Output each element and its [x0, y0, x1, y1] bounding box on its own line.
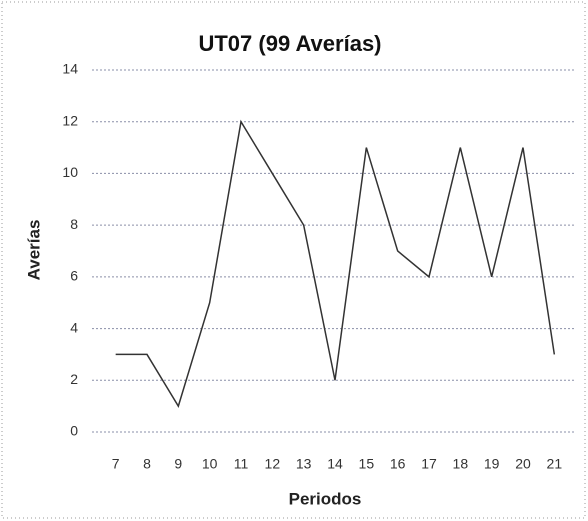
x-tick-label: 13: [296, 456, 312, 472]
x-tick-label: 8: [143, 456, 151, 472]
x-tick-label: 7: [112, 456, 120, 472]
y-tick-label: 0: [70, 423, 78, 439]
y-tick-label: 12: [62, 112, 78, 128]
data-line: [115, 119, 556, 408]
x-tick-label: 10: [202, 456, 218, 472]
x-tick-label: 15: [359, 456, 375, 472]
x-tick-label: 9: [174, 456, 182, 472]
y-tick-label: 14: [62, 61, 78, 77]
x-tick-label: 18: [453, 456, 469, 472]
y-tick-label: 10: [62, 164, 78, 180]
y-tick-label: 6: [70, 268, 78, 284]
x-tick-label: 20: [515, 456, 531, 472]
x-tick-label: 14: [327, 456, 343, 472]
x-tick-label: 19: [484, 456, 500, 472]
y-tick-label: 8: [70, 216, 78, 232]
y-axis-label: Averías: [24, 220, 43, 281]
x-tick-label: 11: [234, 456, 249, 472]
x-tick-label: 16: [390, 456, 406, 472]
chart-title: UT07 (99 Averías): [198, 31, 381, 56]
x-tick-label: 17: [421, 456, 437, 472]
x-axis-label: Periodos: [289, 489, 362, 508]
x-tick-label: 12: [265, 456, 281, 472]
x-tick-label: 21: [547, 456, 563, 472]
y-tick-label: 2: [70, 371, 78, 387]
y-tick-label: 4: [70, 319, 78, 335]
